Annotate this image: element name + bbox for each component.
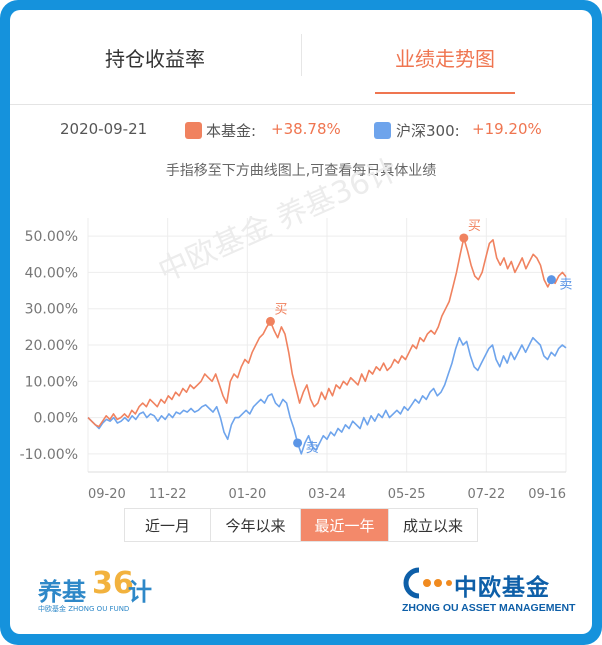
legend-fund-value: +38.78% — [271, 120, 341, 138]
period-since-inception[interactable]: 成立以来 — [402, 516, 463, 535]
index-series-line — [87, 336, 567, 455]
buy-label: 买 — [274, 302, 287, 317]
x-tick-label: 01-20 — [228, 487, 266, 502]
y-tick-label: 20.00% — [25, 338, 78, 354]
sell-label: 卖 — [559, 278, 572, 293]
x-tick-label: 03-24 — [308, 487, 346, 502]
y-tick-label: -10.00% — [20, 447, 78, 463]
divider — [10, 104, 592, 105]
sell-label: 卖 — [306, 441, 319, 456]
y-tick-label: 40.00% — [25, 265, 78, 281]
logo-yangji-text: 养基 — [38, 578, 86, 606]
period-1-year[interactable]: 最近一年 — [301, 509, 389, 541]
y-tick-label: 0.00% — [34, 411, 78, 427]
sell-marker — [293, 438, 303, 448]
active-tab-underline — [375, 92, 515, 94]
buy-label: 买 — [468, 219, 481, 234]
chart-hint: 手指移至下方曲线图上,可查看每日具体业绩 — [165, 163, 437, 179]
brand-en-text: ZHONG OU ASSET MANAGEMENT — [402, 602, 576, 614]
x-tick-label: 11-22 — [149, 487, 187, 502]
legend-index-name: 沪深300: — [396, 122, 460, 140]
zhongou-emblem-icon — [403, 567, 452, 599]
zhongou-logo: 中欧基金 ZHONG OU ASSET MANAGEMENT — [402, 566, 582, 616]
x-tick-label: 05-25 — [388, 487, 426, 502]
performance-chart[interactable]: 50.00% 40.00% 30.00% 20.00% 10.00% 0.00% -10.0… — [10, 210, 592, 510]
period-1-month[interactable]: 近一月 — [125, 509, 211, 541]
index-swatch — [374, 122, 391, 139]
chart-legend: 2020-09-21 本基金: +38.78% 沪深300: +19.20% — [10, 114, 592, 144]
yangji36ji-logo: 养基 36 计 中欧基金 ZHONG OU FUND — [38, 566, 168, 616]
legend-date: 2020-09-21 — [60, 120, 148, 138]
x-tick-label: 07-22 — [467, 487, 505, 502]
x-tick-label: 09-20 — [88, 487, 126, 502]
fund-swatch — [185, 122, 202, 139]
y-tick-label: 30.00% — [25, 302, 78, 318]
logo-ji-text: 计 — [128, 578, 152, 606]
tab-separator — [301, 34, 302, 76]
period-ytd[interactable]: 今年以来 — [211, 509, 301, 541]
legend-index-value: +19.20% — [472, 120, 542, 138]
tab-performance-trend[interactable]: 业绩走势图 — [395, 46, 495, 71]
fund-series-line — [87, 237, 567, 428]
period-selector: 近一月 今年以来 最近一年 成立以来 — [124, 508, 478, 542]
chart-svg[interactable]: 50.00% 40.00% 30.00% 20.00% 10.00% 0.00% -10.0… — [10, 210, 592, 510]
legend-fund-name: 本基金: — [206, 122, 257, 140]
tab-holding-return[interactable]: 持仓收益率 — [105, 46, 205, 71]
buy-marker — [265, 316, 275, 326]
y-tick-label: 50.00% — [25, 229, 78, 245]
buy-marker — [459, 233, 469, 243]
content-card: 持仓收益率 业绩走势图 2020-09-21 本基金: +38.78% 沪深30… — [10, 10, 592, 634]
logo-small-text: 中欧基金 ZHONG OU FUND — [38, 605, 130, 613]
logo-36-text: 36 — [92, 566, 134, 601]
tab-bar: 持仓收益率 业绩走势图 — [10, 10, 592, 104]
sell-marker — [546, 275, 556, 285]
brand-cn-text: 中欧基金 — [454, 575, 550, 601]
x-tick-label: 09-16 — [528, 487, 566, 502]
y-tick-label: 10.00% — [25, 374, 78, 390]
